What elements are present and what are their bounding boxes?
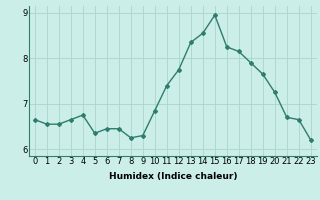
X-axis label: Humidex (Indice chaleur): Humidex (Indice chaleur): [108, 172, 237, 181]
